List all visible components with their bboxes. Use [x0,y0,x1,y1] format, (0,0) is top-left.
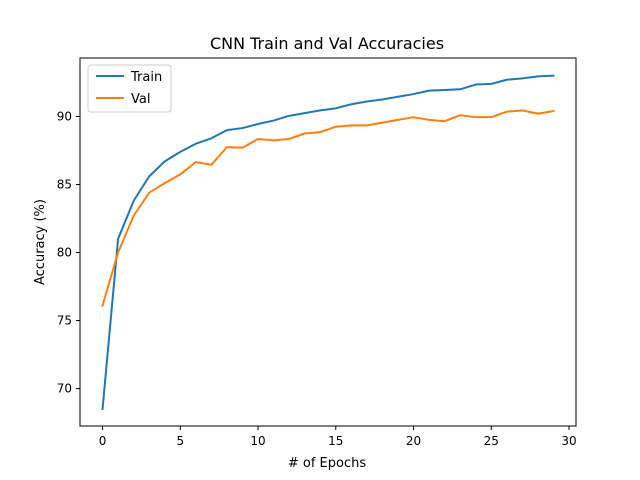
x-tick-label: 10 [250,434,265,448]
plot-frame [79,57,577,427]
y-tick-label: 90 [57,109,72,123]
y-tick-label: 80 [57,246,72,260]
chart-title: CNN Train and Val Accuracies [210,34,444,53]
series-line-val [101,109,555,307]
legend-label-val: Val [131,92,150,107]
series-layer [101,74,555,411]
y-tick-label: 70 [57,382,72,396]
y-tick-label: 75 [57,314,72,328]
y-tick-label: 85 [57,178,72,192]
legend-label-train: Train [130,70,162,85]
x-tick-label: 20 [406,434,421,448]
x-tick-label: 0 [99,434,107,448]
y-axis-title: Accuracy (%) [33,199,48,285]
x-tick-label: 25 [484,434,499,448]
series-line-train [101,74,555,411]
x-tick-label: 5 [176,434,184,448]
ticks-layer: 0 5 10 15 20 25 30 70 75 80 85 90 [57,109,577,448]
x-axis-title: # of Epochs [288,456,366,471]
x-tick-label: 30 [561,434,576,448]
legend: Train Val [87,64,172,113]
x-tick-label: 15 [328,434,343,448]
